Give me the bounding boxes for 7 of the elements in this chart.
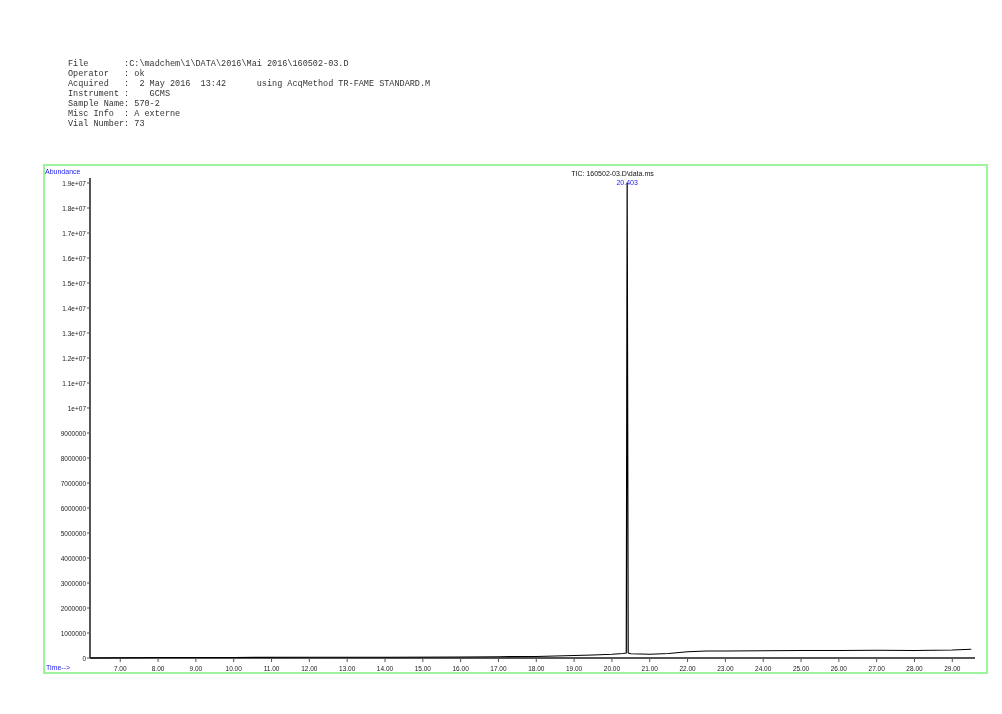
text: Operator : ok [68,69,145,79]
text: Instrument : GCMS [68,89,171,99]
text: File :C:\madchem\1\DATA\2016\Mai 2016\160502-03.D [68,59,349,69]
text: Misc Info : A externe [68,109,181,119]
text: Vial Number: 73 [68,119,145,129]
text: Sample Name: 570-2 [68,99,160,109]
text: Acquired : 2 May 2016 13:42 using AcqMethod TR-FAME STANDARD.M [68,79,431,89]
